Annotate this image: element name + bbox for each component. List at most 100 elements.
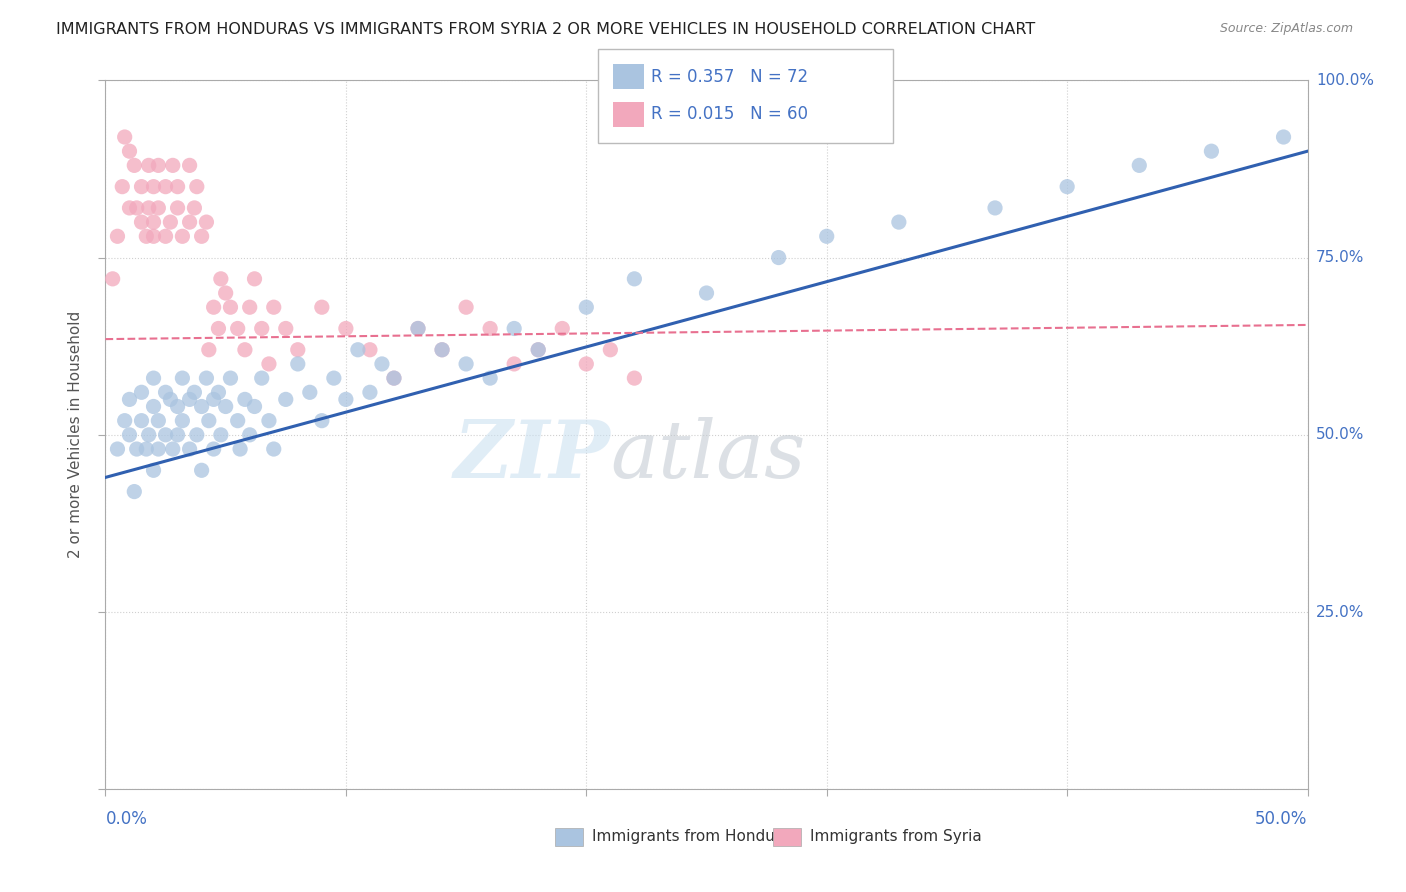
- Text: 0.0%: 0.0%: [105, 810, 148, 828]
- Point: [503, 357, 526, 371]
- Point: [159, 215, 181, 229]
- Text: 50.0%: 50.0%: [1256, 810, 1308, 828]
- Point: [1272, 130, 1295, 145]
- Point: [815, 229, 838, 244]
- Point: [250, 371, 273, 385]
- Point: [125, 442, 148, 456]
- Point: [162, 442, 184, 456]
- Point: [887, 215, 910, 229]
- Point: [138, 428, 160, 442]
- Point: [287, 343, 309, 357]
- Point: [430, 343, 453, 357]
- Point: [142, 229, 165, 244]
- Point: [118, 428, 141, 442]
- Point: [142, 179, 165, 194]
- Point: [298, 385, 321, 400]
- Point: [1128, 158, 1150, 172]
- Point: [135, 229, 157, 244]
- Point: [179, 158, 201, 172]
- Point: [138, 158, 160, 172]
- Point: [183, 201, 205, 215]
- Point: [107, 229, 129, 244]
- Point: [371, 357, 394, 371]
- Point: [406, 321, 429, 335]
- Point: [454, 357, 477, 371]
- Text: 25.0%: 25.0%: [1316, 605, 1364, 620]
- Point: [335, 321, 357, 335]
- Point: [183, 385, 205, 400]
- Point: [479, 371, 502, 385]
- Point: [551, 321, 574, 335]
- Text: atlas: atlas: [610, 417, 806, 495]
- Point: [287, 357, 309, 371]
- Point: [226, 321, 249, 335]
- Text: 75.0%: 75.0%: [1316, 250, 1364, 265]
- Text: Immigrants from Honduras: Immigrants from Honduras: [592, 830, 799, 844]
- Point: [148, 442, 170, 456]
- Point: [159, 392, 181, 407]
- Point: [623, 371, 645, 385]
- Text: ZIP: ZIP: [454, 417, 610, 495]
- Point: [162, 158, 184, 172]
- Point: [382, 371, 405, 385]
- Point: [575, 357, 598, 371]
- Point: [131, 215, 153, 229]
- Point: [166, 428, 188, 442]
- Point: [166, 400, 188, 414]
- Point: [263, 300, 285, 314]
- Point: [190, 229, 212, 244]
- Point: [239, 300, 262, 314]
- Point: [107, 442, 129, 456]
- Point: [131, 414, 153, 428]
- Point: [233, 343, 256, 357]
- Point: [142, 400, 165, 414]
- Point: [166, 201, 188, 215]
- Point: [114, 414, 136, 428]
- Point: [202, 442, 225, 456]
- Point: [186, 179, 208, 194]
- Point: [322, 371, 344, 385]
- Point: [190, 400, 212, 414]
- Point: [335, 392, 357, 407]
- Point: [166, 179, 188, 194]
- Point: [148, 414, 170, 428]
- Point: [768, 251, 790, 265]
- Point: [229, 442, 252, 456]
- Point: [311, 300, 333, 314]
- Point: [131, 385, 153, 400]
- Point: [219, 300, 242, 314]
- Point: [190, 463, 212, 477]
- Point: [202, 392, 225, 407]
- Point: [359, 343, 381, 357]
- Point: [209, 428, 232, 442]
- Point: [233, 392, 256, 407]
- Point: [114, 130, 136, 145]
- Point: [148, 201, 170, 215]
- Y-axis label: 2 or more Vehicles in Household: 2 or more Vehicles in Household: [67, 311, 83, 558]
- Point: [226, 414, 249, 428]
- Point: [124, 484, 146, 499]
- Point: [274, 392, 297, 407]
- Point: [101, 272, 124, 286]
- Point: [155, 385, 177, 400]
- Text: 100.0%: 100.0%: [1316, 73, 1374, 87]
- Point: [179, 392, 201, 407]
- Point: [148, 158, 170, 172]
- Point: [142, 215, 165, 229]
- Point: [406, 321, 429, 335]
- Point: [479, 321, 502, 335]
- Point: [359, 385, 381, 400]
- Point: [347, 343, 370, 357]
- Point: [155, 428, 177, 442]
- Point: [124, 158, 146, 172]
- Point: [195, 215, 218, 229]
- Point: [257, 414, 280, 428]
- Point: [599, 343, 621, 357]
- Point: [142, 463, 165, 477]
- Point: [125, 201, 148, 215]
- Text: IMMIGRANTS FROM HONDURAS VS IMMIGRANTS FROM SYRIA 2 OR MORE VEHICLES IN HOUSEHOL: IMMIGRANTS FROM HONDURAS VS IMMIGRANTS F…: [56, 22, 1035, 37]
- Point: [198, 343, 221, 357]
- Point: [214, 285, 236, 300]
- Point: [195, 371, 218, 385]
- Point: [209, 272, 232, 286]
